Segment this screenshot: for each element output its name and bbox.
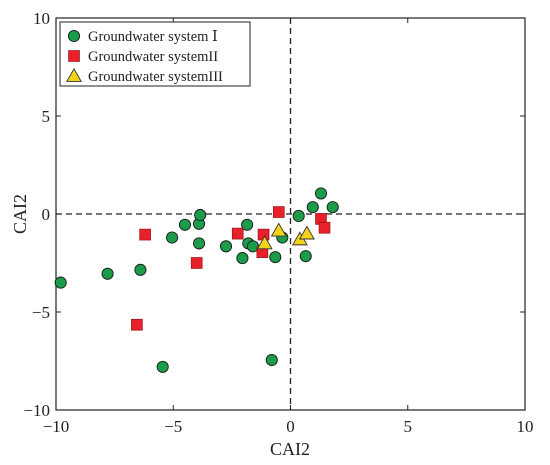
data-point-circle bbox=[241, 218, 254, 231]
data-point-circle bbox=[269, 251, 282, 264]
y-tick-label: 5 bbox=[42, 107, 51, 126]
x-tick-label: 5 bbox=[404, 417, 413, 436]
x-tick-label: −5 bbox=[164, 417, 182, 436]
data-point-square bbox=[139, 228, 151, 241]
data-point-circle bbox=[134, 263, 147, 276]
y-tick-label: −10 bbox=[23, 401, 50, 420]
x-tick-label: −10 bbox=[43, 417, 70, 436]
legend-marker-circle bbox=[67, 29, 81, 43]
data-point-square bbox=[272, 206, 285, 218]
data-point-circle bbox=[101, 267, 114, 280]
legend-label: Groundwater systemIII bbox=[88, 69, 223, 85]
y-tick-label: 10 bbox=[33, 9, 50, 28]
reference-lines bbox=[56, 18, 525, 410]
y-tick-label: 0 bbox=[42, 205, 51, 224]
x-tick-label: 10 bbox=[517, 417, 534, 436]
data-point-circle bbox=[166, 231, 179, 244]
legend-box bbox=[59, 21, 251, 87]
x-tick-label: 0 bbox=[286, 417, 295, 436]
data-point-circle bbox=[178, 218, 192, 231]
data-point-circle bbox=[192, 237, 206, 250]
y-tick-label: −5 bbox=[32, 303, 50, 322]
data-point-circle bbox=[299, 250, 312, 263]
data-point-circle bbox=[219, 240, 233, 253]
y-axis-title: CAI2 bbox=[10, 194, 30, 234]
data-point-triangle bbox=[298, 225, 315, 240]
data-point-square bbox=[190, 257, 203, 269]
data-point-circle bbox=[306, 201, 319, 214]
data-point-square bbox=[318, 221, 331, 234]
tick-labels: −10 −5 0 5 10 −10 −5 0 5 10 bbox=[23, 9, 533, 436]
data-point-circle bbox=[265, 353, 278, 367]
data-points bbox=[54, 187, 339, 373]
axis-ticks bbox=[55, 17, 526, 411]
data-point-circle bbox=[194, 208, 207, 222]
legend-label: Groundwater system Ⅰ bbox=[88, 29, 218, 45]
data-point-square bbox=[231, 227, 244, 240]
data-point-square bbox=[131, 318, 143, 331]
series-circle-points bbox=[54, 187, 339, 373]
data-point-circle bbox=[314, 187, 328, 200]
x-axis-title: CAI2 bbox=[270, 439, 310, 459]
legend-marker-triangle bbox=[66, 67, 82, 82]
data-point-circle bbox=[156, 360, 169, 373]
series-triangle-points bbox=[256, 222, 315, 250]
data-point-circle bbox=[54, 276, 67, 289]
data-point-triangle bbox=[270, 222, 287, 237]
legend-label: Groundwater systemII bbox=[88, 49, 218, 65]
data-point-triangle bbox=[256, 235, 273, 250]
data-point-circle bbox=[326, 201, 339, 214]
series-square-points bbox=[131, 206, 331, 331]
legend-marker-square bbox=[68, 50, 80, 62]
data-point-circle bbox=[236, 252, 249, 265]
legend: Groundwater system Ⅰ Groundwater systemII… bbox=[59, 21, 251, 87]
data-point-circle bbox=[292, 209, 305, 223]
